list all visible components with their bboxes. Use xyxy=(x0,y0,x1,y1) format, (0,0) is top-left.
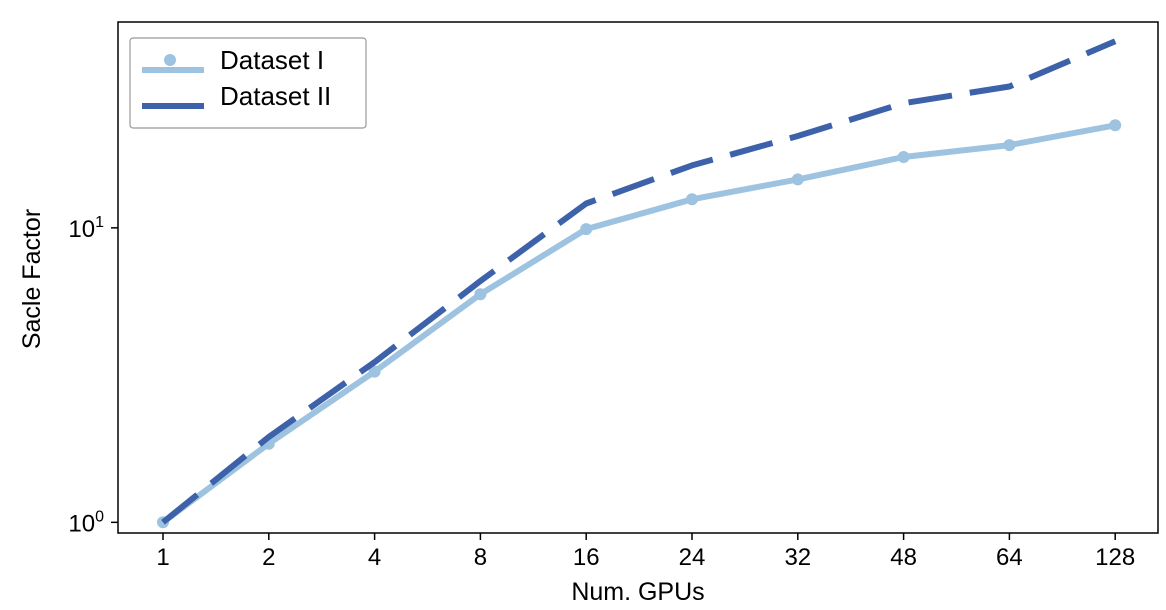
legend-label-2: Dataset II xyxy=(220,81,331,111)
x-tick-label: 1 xyxy=(156,544,169,571)
x-tick-label: 24 xyxy=(679,544,706,571)
x-tick-label: 48 xyxy=(890,544,917,571)
y-axis-title: Sacle Factor xyxy=(18,209,46,349)
y-tick-label: 100 xyxy=(68,508,104,537)
series-layer xyxy=(157,38,1122,529)
series-line-2 xyxy=(161,38,1117,525)
plot-frame xyxy=(117,21,1159,534)
x-tick-label: 2 xyxy=(262,544,275,571)
y-axis: 100 101 xyxy=(68,214,118,537)
y-tick-label: 101 xyxy=(68,214,104,243)
x-tick-label: 32 xyxy=(784,544,811,571)
x-tick-label: 64 xyxy=(996,544,1023,571)
x-tick-label: 8 xyxy=(474,544,487,571)
data-point xyxy=(368,365,381,378)
x-tick-label: 128 xyxy=(1095,544,1135,571)
data-point xyxy=(580,223,593,236)
data-point xyxy=(1109,119,1122,132)
x-tick-label: 16 xyxy=(573,544,600,571)
legend-marker-1 xyxy=(164,54,176,66)
data-point xyxy=(474,288,487,301)
legend-items: Dataset I Dataset II xyxy=(142,45,331,111)
legend-label-1: Dataset I xyxy=(220,45,324,75)
x-axis-title: Num. GPUs xyxy=(571,578,704,606)
data-point xyxy=(897,151,910,163)
legend: Dataset I Dataset II xyxy=(129,37,367,129)
data-point xyxy=(791,173,804,186)
data-point xyxy=(1003,139,1016,152)
data-point xyxy=(686,193,698,206)
series-line-1 xyxy=(160,122,1119,526)
x-tick-label: 4 xyxy=(368,544,381,571)
x-axis: 1 2 4 8 16 24 32 48 64 128 xyxy=(156,533,1135,571)
